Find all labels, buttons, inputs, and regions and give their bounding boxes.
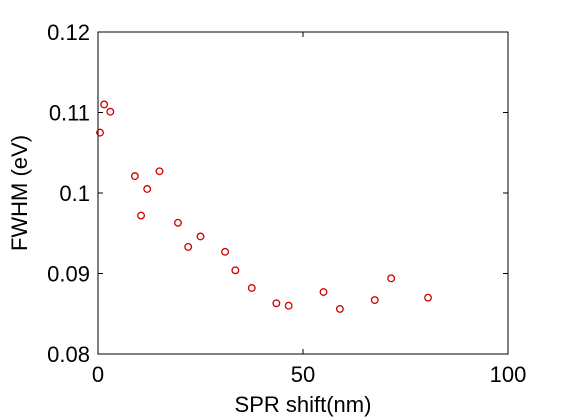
data-point: [137, 211, 145, 220]
y-tick-label: 0.09: [47, 262, 90, 287]
data-point: [284, 301, 293, 310]
y-axis-title: FWHM (eV): [7, 135, 32, 251]
axis-ticks: [97, 31, 509, 355]
data-point: [96, 128, 104, 137]
data-point: [387, 274, 396, 283]
data-point: [221, 247, 230, 256]
y-tick-label: 0.08: [47, 342, 90, 367]
data-point: [247, 284, 256, 292]
data-point: [231, 266, 240, 275]
x-tick-label: 100: [490, 362, 527, 387]
data-point: [155, 167, 164, 176]
data-point: [370, 296, 379, 305]
data-points: [96, 100, 432, 313]
data-point: [196, 232, 205, 241]
y-tick-label: 0.12: [47, 20, 90, 45]
data-point: [319, 288, 328, 296]
y-tick-label: 0.11: [49, 101, 90, 126]
x-tick-label: 0: [92, 362, 104, 387]
x-axis-title: SPR shift(nm): [235, 392, 372, 417]
data-point: [130, 172, 139, 181]
plot-frame: [97, 31, 509, 355]
y-tick-label: 0.1: [59, 181, 90, 206]
data-point: [100, 100, 109, 109]
data-point: [106, 107, 115, 116]
data-point: [184, 242, 193, 251]
data-point: [143, 185, 152, 193]
tick-labels: 0 50 100 0.08 0.09 0.1 0.11 0.12: [47, 20, 526, 387]
data-point: [173, 218, 182, 227]
x-tick-label: 50: [291, 362, 315, 387]
data-point: [424, 293, 432, 302]
data-point: [272, 299, 281, 308]
data-point: [335, 304, 344, 313]
